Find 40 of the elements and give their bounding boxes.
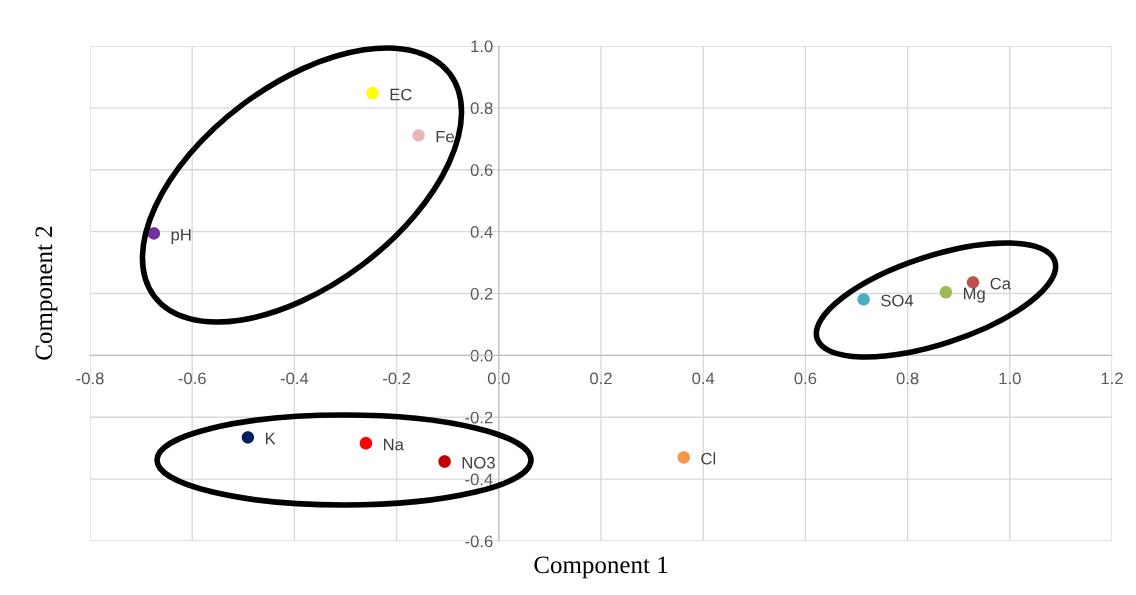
y-tick-label: -0.4 <box>465 473 493 486</box>
x-tick-label: 1.0 <box>999 372 1021 385</box>
y-axis-title: Component 2 <box>35 226 58 360</box>
point <box>939 286 953 299</box>
point <box>241 431 255 444</box>
series-label: Mg <box>963 287 985 303</box>
x-tick-label: 0.2 <box>590 372 612 385</box>
series-label: NO3 <box>462 456 495 469</box>
x-tick-label: 0.0 <box>487 372 510 385</box>
series-label: Na <box>383 438 404 451</box>
series-label: EC <box>390 88 412 101</box>
y-tick-label: 0.6 <box>470 164 493 176</box>
point <box>366 87 379 100</box>
series-label: Ca <box>990 277 1011 290</box>
x-tick-label: 0.8 <box>896 372 919 385</box>
x-tick-label: 0.4 <box>692 372 715 385</box>
x-axis-title: Component 1 <box>534 556 668 579</box>
y-tick-label: -0.2 <box>465 411 493 424</box>
y-tick-label: 0.4 <box>470 226 493 238</box>
point <box>412 129 425 142</box>
x-tick-label: 0.6 <box>794 372 817 385</box>
series-label: K <box>265 432 276 445</box>
series-label: Cl <box>701 452 716 465</box>
point <box>147 227 161 240</box>
y-tick-label: -0.6 <box>465 535 493 548</box>
point <box>359 437 373 450</box>
point <box>677 451 690 464</box>
x-tick-label: -0.4 <box>280 372 309 385</box>
y-tick-label: 1.0 <box>471 40 493 53</box>
x-tick-label: -0.6 <box>178 372 206 385</box>
point <box>438 455 451 468</box>
y-tick-label: 0.8 <box>470 102 493 115</box>
x-tick-label: 1.2 <box>1101 372 1123 385</box>
series-label: SO4 <box>881 294 914 307</box>
x-tick-label: -0.2 <box>382 372 411 385</box>
point <box>857 293 870 306</box>
x-tick-label: -0.8 <box>76 372 104 385</box>
series-label: pH <box>171 228 191 244</box>
series-label: Fe <box>436 130 454 143</box>
y-tick-label: 0.2 <box>470 287 493 300</box>
